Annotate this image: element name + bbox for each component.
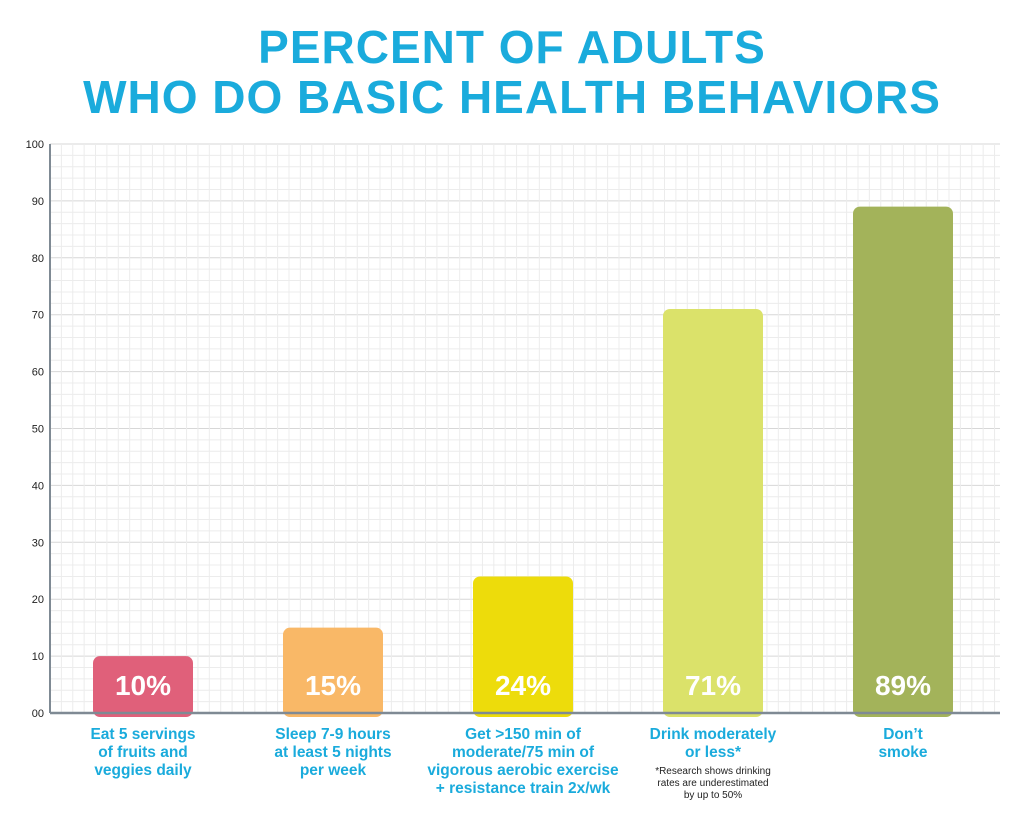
x-category-label-line: or less* <box>684 744 741 761</box>
chart-title-line-1: PERCENT OF ADULTS <box>258 21 766 73</box>
x-category-label: Don’t smoke <box>793 726 1013 762</box>
footnote-line: by up to 50% <box>683 790 743 801</box>
x-category-label-line: Don’t <box>883 726 923 743</box>
data-label: 89% <box>875 670 931 701</box>
y-tick-label: 50 <box>32 424 44 436</box>
x-category-label-line: Get >150 min of <box>465 726 581 743</box>
y-tick-label: 00 <box>32 708 44 720</box>
y-tick-label: 30 <box>32 537 44 549</box>
bars: 10% 15% 24% 71% 89% <box>93 206 953 717</box>
x-category-label-line: Eat 5 servings <box>90 726 196 743</box>
x-category-label-line: + resistance train 2x/wk <box>435 780 611 797</box>
y-tick-label: 40 <box>32 480 44 492</box>
x-category-label-line: at least 5 nights <box>274 744 392 761</box>
data-label: 71% <box>685 670 741 701</box>
data-label: 24% <box>495 670 551 701</box>
x-category-label-line: smoke <box>878 744 928 761</box>
x-category-label-line: moderate/75 min of <box>451 744 595 761</box>
y-tick-label: 70 <box>32 310 44 322</box>
data-label: 15% <box>305 670 361 701</box>
x-category-label: Get >150 min of moderate/75 min of vigorou… <box>413 726 633 798</box>
y-tick-label: 10 <box>32 651 44 663</box>
y-tick-label: 60 <box>32 367 44 379</box>
x-category-label: Drink moderately or less* <box>603 726 823 762</box>
data-label: 10% <box>115 670 171 701</box>
chart-title-line-2: WHO DO BASIC HEALTH BEHAVIORS <box>83 71 941 123</box>
y-tick-label: 90 <box>32 196 44 208</box>
y-tick-label: 20 <box>32 594 44 606</box>
y-axis-ticks: 00 10 20 30 40 50 60 70 80 90 100 <box>26 139 44 720</box>
bar <box>93 656 193 717</box>
bar <box>663 309 763 717</box>
y-tick-label: 80 <box>32 253 44 265</box>
footnote-line: *Research shows drinking <box>655 766 771 777</box>
x-category-label-line: vigorous aerobic exercise <box>427 762 619 779</box>
y-tick-label: 100 <box>26 139 44 151</box>
footnote: *Research shows drinking rates are undere… <box>633 766 793 802</box>
x-category-label-line: Sleep 7-9 hours <box>275 726 391 743</box>
x-category-label-line: veggies daily <box>94 762 192 779</box>
x-category-label: Sleep 7-9 hours at least 5 nights per week <box>223 726 443 780</box>
bar <box>473 576 573 717</box>
footnote-line: rates are underestimated <box>657 778 769 789</box>
x-category-label-line: Drink moderately <box>649 726 777 743</box>
bar <box>283 627 383 717</box>
x-category-label-line: of fruits and <box>98 744 188 761</box>
x-category-label: Eat 5 servings of fruits and veggies daily <box>33 726 253 780</box>
x-category-label-line: per week <box>299 762 367 779</box>
bar <box>853 206 953 717</box>
